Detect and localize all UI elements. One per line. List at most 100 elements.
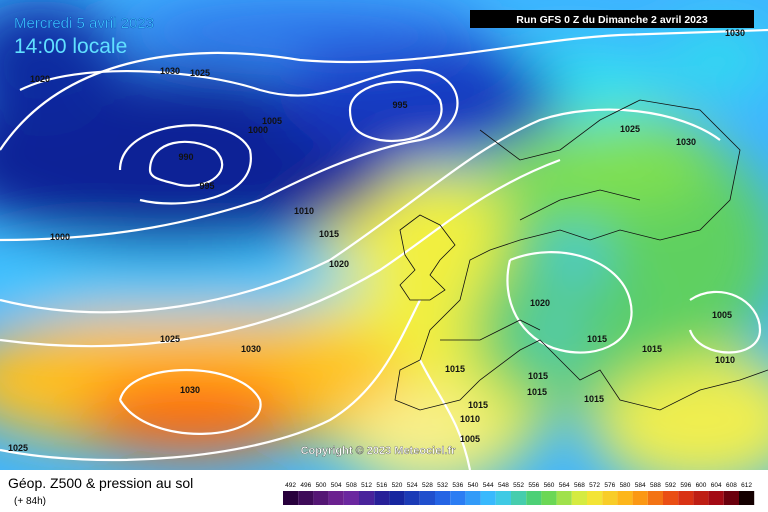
legend-label: 504 <box>331 482 342 489</box>
legend-label: 600 <box>696 482 707 489</box>
legend-swatch <box>343 491 359 505</box>
legend-label: 544 <box>483 482 494 489</box>
isobar-label: 1015 <box>319 229 339 239</box>
isobar-label: 1000 <box>50 232 70 242</box>
legend-swatch <box>693 491 709 505</box>
legend-swatch <box>435 491 451 505</box>
isobar-label: 1005 <box>712 310 732 320</box>
legend-label: 572 <box>589 482 600 489</box>
legend-label: 568 <box>574 482 585 489</box>
legend-label: 608 <box>726 482 737 489</box>
isobar-label: 1030 <box>676 137 696 147</box>
legend-label: 500 <box>316 482 327 489</box>
field <box>0 0 768 470</box>
legend-swatch <box>632 491 648 505</box>
legend-swatch <box>617 491 633 505</box>
isobar-label: 1030 <box>725 28 745 38</box>
isobar-label: 1015 <box>642 344 662 354</box>
time: 14:00 locale <box>14 35 127 58</box>
isobar-label: 1020 <box>30 74 50 84</box>
legend-label: 604 <box>711 482 722 489</box>
legend-label: 532 <box>437 482 448 489</box>
isobar-label: 995 <box>392 100 407 110</box>
legend-swatch <box>571 491 587 505</box>
legend-swatch <box>723 491 739 505</box>
legend-label: 540 <box>468 482 479 489</box>
legend-swatch <box>480 491 496 505</box>
legend-swatch <box>328 491 344 505</box>
legend-label: 536 <box>452 482 463 489</box>
legend-label: 548 <box>498 482 509 489</box>
legend-swatch <box>739 491 755 505</box>
legend-label: 508 <box>346 482 357 489</box>
legend-swatch <box>556 491 572 505</box>
legend-label: 516 <box>376 482 387 489</box>
legend-swatch <box>359 491 375 505</box>
legend-swatch <box>404 491 420 505</box>
isobar-label: 1015 <box>527 387 547 397</box>
legend-label: 556 <box>528 482 539 489</box>
isobar-label: 1015 <box>445 364 465 374</box>
legend-swatch <box>526 491 542 505</box>
legend-swatch <box>495 491 511 505</box>
legend-label: 592 <box>665 482 676 489</box>
isobar-label: 1025 <box>8 443 28 453</box>
legend-label: 528 <box>422 482 433 489</box>
legend: 492 496 500 504 508 512 516 520 524 528 532 536 540 5… <box>283 482 755 505</box>
isobar-label: 1030 <box>241 344 261 354</box>
legend-label: 560 <box>544 482 555 489</box>
legend-swatch <box>663 491 679 505</box>
isobar-label: 1010 <box>460 414 480 424</box>
legend-swatch <box>313 491 329 505</box>
date: Mercredi 5 avril 2023 <box>14 15 154 32</box>
isobar-label: 1025 <box>160 334 180 344</box>
isobar-label: 1015 <box>468 400 488 410</box>
legend-swatch <box>708 491 724 505</box>
isobar-label: 1015 <box>528 371 548 381</box>
legend-swatch <box>450 491 466 505</box>
isobar-label: 1020 <box>329 259 349 269</box>
legend-swatch <box>389 491 405 505</box>
legend-label: 512 <box>361 482 372 489</box>
legend-swatch <box>541 491 557 505</box>
legend-label: 492 <box>285 482 296 489</box>
footer-title: Géop. Z500 & pression au sol <box>8 475 193 491</box>
legend-label: 612 <box>741 482 752 489</box>
isobar-label: 1015 <box>587 334 607 344</box>
coastlines <box>394 99 768 411</box>
isobar-label: 1000 <box>248 125 268 135</box>
isobar-label: 1005 <box>262 116 282 126</box>
legend-label: 596 <box>680 482 691 489</box>
isobar-label: 1025 <box>620 124 640 134</box>
legend-label: 588 <box>650 482 661 489</box>
legend-swatch <box>678 491 694 505</box>
legend-swatch <box>602 491 618 505</box>
legend-swatch <box>419 491 435 505</box>
isobar-label: 1005 <box>460 434 480 444</box>
legend-label: 584 <box>635 482 646 489</box>
legend-swatch <box>283 491 299 505</box>
legend-label: 564 <box>559 482 570 489</box>
legend-swatch <box>647 491 663 505</box>
isobars <box>0 28 768 470</box>
legend-swatch <box>511 491 527 505</box>
legend-swatch <box>587 491 603 505</box>
isobar-label: 1015 <box>584 394 604 404</box>
legend-swatch <box>374 491 390 505</box>
isobar-label: 1010 <box>294 206 314 216</box>
run-box <box>470 10 754 28</box>
legend-label: 496 <box>300 482 311 489</box>
run: Run GFS 0 Z du Dimanche 2 avril 2023 <box>516 14 708 26</box>
isobar-label: 1025 <box>190 68 210 78</box>
legend-label: 552 <box>513 482 524 489</box>
legend-swatch <box>298 491 314 505</box>
legend-label: 520 <box>392 482 403 489</box>
isobar-label: 990 <box>178 152 193 162</box>
isobar-label: 1010 <box>715 355 735 365</box>
legend-label: 524 <box>407 482 418 489</box>
isobar-label: 995 <box>199 181 214 191</box>
footer-subtitle: (+ 84h) <box>14 496 46 507</box>
